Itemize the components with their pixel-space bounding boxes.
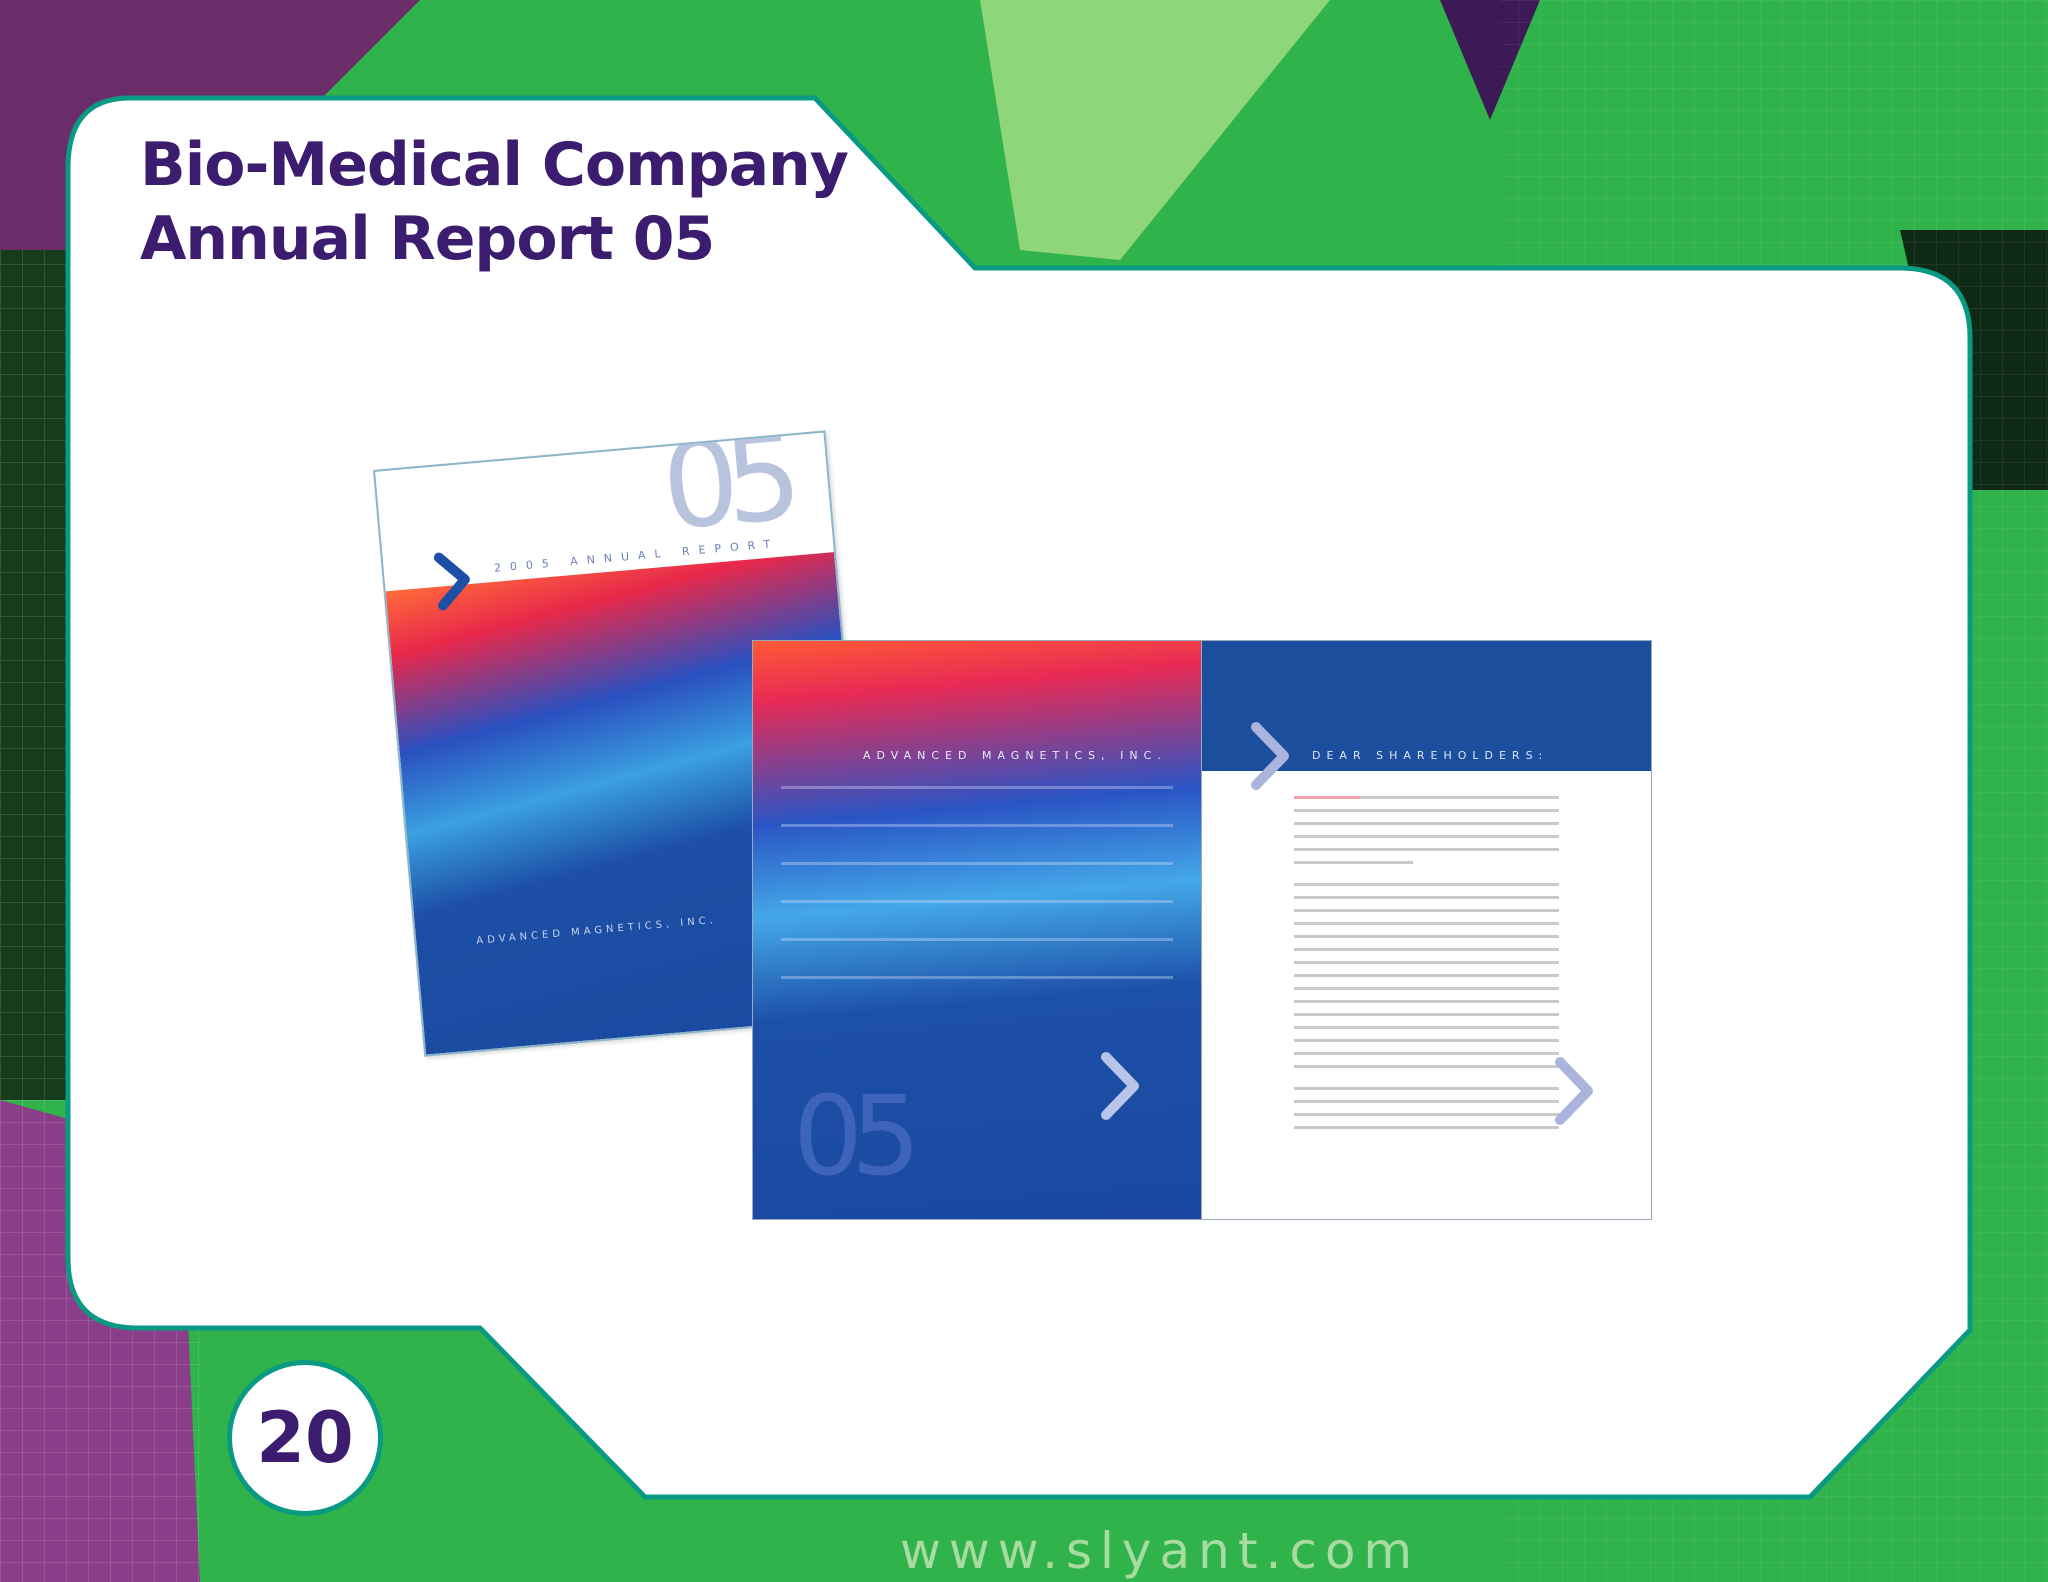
chevron-right-icon (1101, 1052, 1139, 1120)
page-number: 20 (256, 1397, 354, 1479)
spread-right-page: DEAR SHAREHOLDERS: (1201, 640, 1652, 1220)
title-line-1: Bio-Medical Company (140, 130, 849, 200)
spread-left-page: ADVANCED MAGNETICS, INC. 05 (752, 640, 1202, 1220)
body-text-lines (781, 786, 1173, 1014)
letter-body-text (1294, 796, 1559, 1139)
footer-url: www.slyant.com (900, 1522, 1421, 1580)
letter-heading: DEAR SHAREHOLDERS: (1312, 749, 1549, 762)
cover-number: 05 (656, 430, 794, 558)
page-title: Bio-Medical Company Annual Report 05 (140, 128, 849, 276)
page-number-badge: 20 (227, 1360, 383, 1516)
title-line-2: Annual Report 05 (140, 204, 715, 274)
chevron-right-icon (1251, 722, 1289, 790)
chevron-right-icon (1555, 1057, 1593, 1125)
chevron-right-icon (433, 552, 470, 611)
spread-company: ADVANCED MAGNETICS, INC. (863, 749, 1167, 762)
spread-number: 05 (793, 1072, 921, 1200)
